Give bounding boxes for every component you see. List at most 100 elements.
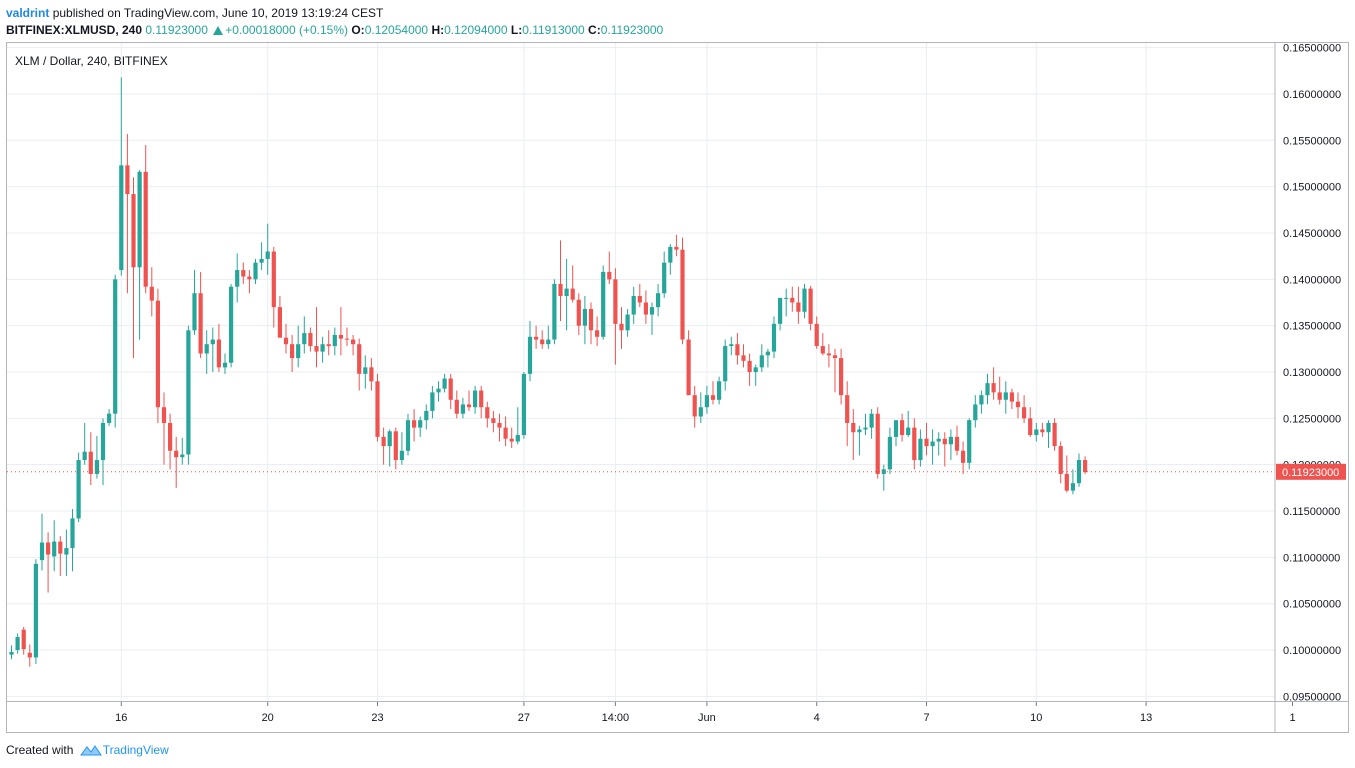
candle-up (1003, 392, 1008, 400)
candle-down (283, 337, 289, 345)
candle-up (521, 373, 526, 436)
candle-down (900, 420, 905, 436)
candle-down (637, 296, 642, 303)
candle-up (442, 378, 447, 389)
candle-down (558, 283, 563, 297)
candle-down (680, 249, 685, 340)
candle-down (198, 293, 203, 354)
candle-down (588, 308, 594, 331)
candle-up (137, 171, 142, 268)
low-label: L: (510, 23, 523, 37)
candle-down (454, 399, 459, 414)
candle-up (649, 307, 655, 315)
candle-down (369, 367, 374, 382)
candle-up (778, 297, 783, 324)
candle-down (1022, 407, 1027, 419)
candle-down (381, 436, 386, 447)
candle-down (357, 344, 362, 374)
up-arrow-icon (213, 26, 224, 35)
candle-down (570, 288, 575, 300)
candle-down (503, 427, 508, 439)
candle-down (131, 194, 136, 268)
candle-up (436, 388, 441, 393)
candle-up (9, 651, 14, 655)
candle-up (39, 542, 45, 561)
candle-up (119, 165, 124, 271)
candle-down (1052, 422, 1057, 447)
candle-up (936, 438, 941, 442)
candle-up (1034, 429, 1039, 436)
candle-up (893, 420, 899, 437)
candle-up (1046, 422, 1051, 433)
last-price-badge-label: 0.11923000 (1282, 467, 1339, 479)
candle-down (393, 431, 398, 461)
candle-down (412, 420, 417, 428)
candle-down (808, 288, 813, 324)
candle-up (405, 420, 411, 451)
candle-down (619, 323, 624, 331)
candle-down (174, 450, 179, 458)
candle-up (887, 436, 892, 470)
candle-up (192, 293, 197, 331)
candle-up (229, 286, 234, 363)
candle-up (253, 262, 258, 280)
open-value: 0.12054000 (364, 23, 429, 37)
candle-down (692, 395, 697, 417)
y-tick-label: 0.11000000 (1283, 552, 1340, 564)
candle-up (332, 334, 337, 347)
candle-down (735, 344, 740, 356)
x-tick-label: 13 (1140, 712, 1152, 724)
candle-up (973, 404, 978, 421)
candle-up (399, 450, 404, 461)
candle-up (601, 271, 606, 337)
candle-down (961, 450, 966, 463)
candle-up (76, 460, 81, 519)
candlestick-chart[interactable]: 0.16500000 0.16000000 0.15500000 0.15000000… (7, 43, 1348, 732)
candle-up (222, 362, 228, 368)
candle-up (204, 344, 209, 354)
candle-down (851, 422, 856, 433)
candle-up (296, 344, 301, 359)
chart-area[interactable]: 0.16500000 0.16000000 0.15500000 0.15000000… (6, 42, 1349, 733)
candle-down (290, 344, 295, 359)
candle-up (802, 288, 807, 312)
candle-up (662, 262, 667, 294)
candle-up (723, 346, 728, 382)
candle-down (466, 404, 472, 408)
candle-up (515, 435, 520, 442)
candle-up (363, 367, 368, 374)
candle-down (912, 427, 917, 461)
candle-down (845, 395, 850, 423)
candle-down (155, 300, 160, 408)
close-label: C: (588, 23, 601, 37)
candle-down (1058, 446, 1063, 474)
y-tick-label: 0.16000000 (1283, 89, 1341, 101)
candle-up (753, 367, 758, 372)
last-price-badge (1276, 463, 1346, 480)
candle-up (759, 355, 764, 368)
candle-down (1015, 401, 1021, 408)
candle-up (259, 258, 264, 263)
candle-up (948, 436, 953, 445)
candle-up (460, 404, 465, 414)
tradingview-brand-link[interactable]: TradingView (102, 743, 169, 757)
last-price: 0.11923000 (145, 23, 208, 37)
y-tick-label: 0.12500000 (1283, 413, 1341, 425)
candle-down (674, 246, 679, 250)
symbol-label: BITFINEX:XLMUSD, 240 (6, 23, 143, 37)
candle-up (918, 438, 923, 461)
candle-up (863, 427, 868, 430)
candle-down (576, 299, 581, 326)
candle-down (741, 355, 746, 361)
candle-up (430, 392, 435, 411)
candle-down (277, 307, 282, 338)
candle-up (1070, 483, 1075, 491)
candle-down (875, 413, 880, 474)
candle-down (832, 355, 838, 359)
footer: Created with TradingView (6, 742, 169, 758)
candle-up (418, 420, 423, 428)
candle-down (448, 378, 453, 400)
candle-down (247, 276, 252, 280)
candle-down (839, 358, 844, 396)
publisher-name[interactable]: valdrint (6, 6, 50, 20)
